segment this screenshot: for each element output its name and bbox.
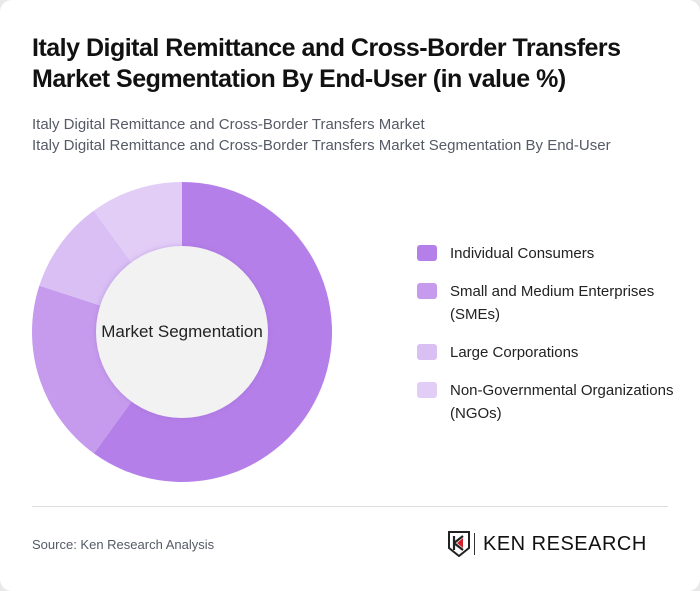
legend-swatch bbox=[417, 344, 437, 360]
legend-item-large-corporations[interactable]: Large Corporations bbox=[417, 341, 687, 364]
donut-chart bbox=[31, 182, 333, 482]
legend-label: Non-Governmental Organizations (NGOs) bbox=[450, 382, 674, 422]
ken-research-shield-icon bbox=[448, 531, 470, 557]
legend-item-ngos[interactable]: Non-Governmental Organizations (NGOs) bbox=[417, 379, 687, 425]
ken-research-logo: KEN RESEARCH bbox=[448, 530, 647, 558]
legend-label: Small and Medium Enterprises (SMEs) bbox=[450, 283, 655, 323]
legend-item-individual-consumers[interactable]: Individual Consumers bbox=[417, 242, 687, 265]
legend-swatch bbox=[417, 382, 437, 398]
subtitle-line-1: Italy Digital Remittance and Cross-Borde… bbox=[32, 116, 425, 133]
subtitle-line-2: Italy Digital Remittance and Cross-Borde… bbox=[32, 137, 611, 154]
legend-item-smes[interactable]: Small and Medium Enterprises (SMEs) bbox=[417, 280, 687, 326]
chart-legend: Individual Consumers Small and Medium En… bbox=[417, 242, 687, 440]
legend-label: Large Corporations bbox=[450, 344, 579, 361]
legend-swatch bbox=[417, 245, 437, 261]
footer-divider bbox=[32, 506, 668, 507]
donut-hole bbox=[96, 246, 268, 418]
legend-label: Individual Consumers bbox=[450, 245, 595, 262]
chart-title: Italy Digital Remittance and Cross-Borde… bbox=[32, 34, 621, 93]
logo-text: KEN RESEARCH bbox=[483, 532, 647, 555]
chart-subtitle: Italy Digital Remittance and Cross-Borde… bbox=[32, 114, 611, 156]
legend-swatch bbox=[417, 283, 437, 299]
source-note: Source: Ken Research Analysis bbox=[32, 537, 215, 552]
logo-separator bbox=[474, 533, 475, 555]
